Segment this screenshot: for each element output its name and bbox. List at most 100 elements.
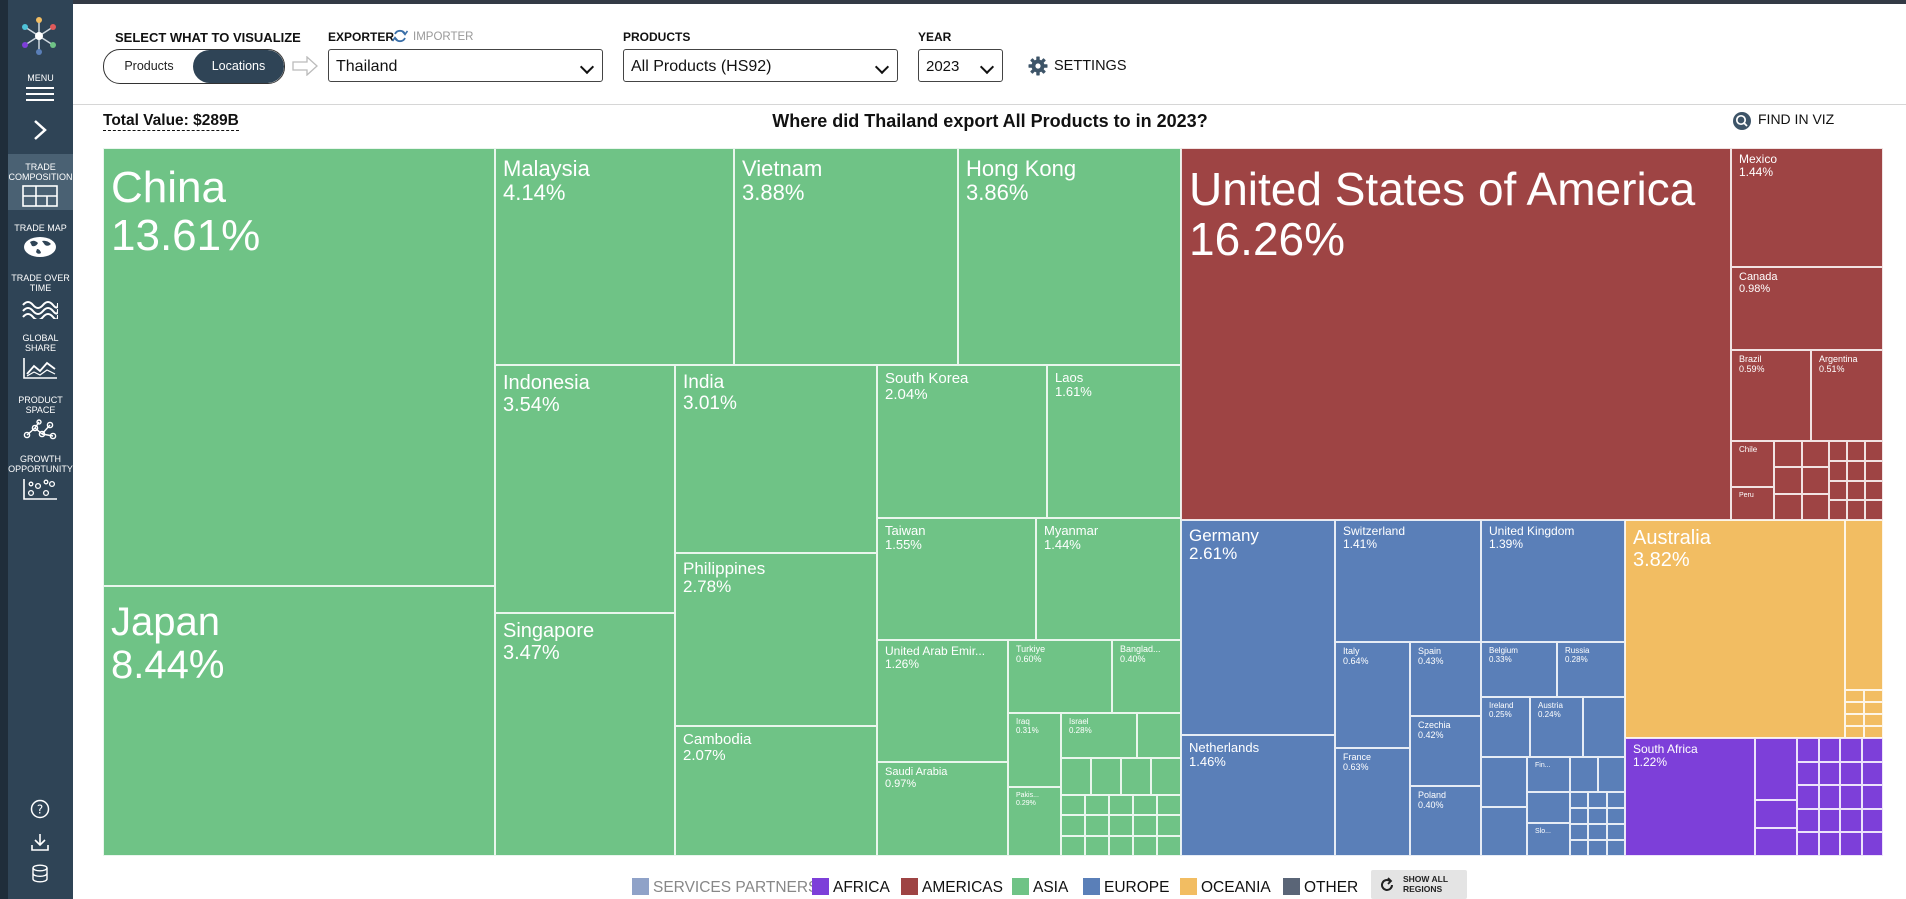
treemap-tile-small[interactable] [1797, 832, 1819, 856]
treemap-tile[interactable]: Singapore 3.47% [495, 613, 675, 856]
treemap-tile-small[interactable] [1861, 808, 1883, 833]
treemap-tile[interactable]: Malaysia 4.14% [495, 148, 734, 365]
treemap-tile-small[interactable] [1865, 460, 1883, 481]
treemap-tile-small[interactable] [1829, 500, 1847, 520]
treemap-tile-small[interactable] [1133, 815, 1157, 836]
treemap-tile-small[interactable] [1606, 808, 1625, 824]
treemap-tile[interactable]: Peru [1731, 487, 1774, 520]
treemap-tile-small[interactable] [1864, 702, 1883, 714]
treemap-tile-small[interactable] [1109, 815, 1133, 836]
treemap-tile[interactable]: United States of America 16.26% [1181, 148, 1731, 520]
legend-item-europe[interactable]: EUROPE [1083, 878, 1169, 898]
nav-growth-opportunity[interactable]: GROWTH OPPORTUNITY [8, 453, 73, 503]
search-icon[interactable] [1732, 111, 1752, 131]
treemap-tile[interactable]: France 0.63% [1335, 748, 1410, 856]
treemap-tile[interactable]: Philippines 2.78% [675, 553, 877, 726]
treemap-tile-small[interactable] [1109, 795, 1133, 816]
treemap-tile[interactable]: Cambodia 2.07% [675, 726, 877, 856]
treemap-tile-small[interactable] [1121, 758, 1151, 795]
treemap-tile-small[interactable] [1801, 493, 1829, 520]
treemap-tile-small[interactable] [1797, 738, 1819, 762]
app-logo-icon[interactable] [19, 16, 59, 56]
treemap-tile-small[interactable] [1755, 828, 1797, 856]
download-icon[interactable] [30, 832, 50, 852]
treemap-tile[interactable]: Saudi Arabia 0.97% [877, 762, 1008, 856]
treemap-tile-small[interactable] [1861, 785, 1883, 809]
treemap-tile-small[interactable] [1774, 441, 1802, 468]
treemap-tile-small[interactable] [1864, 714, 1883, 726]
help-icon[interactable]: ? [30, 799, 50, 819]
find-in-viz-button[interactable]: FIND IN VIZ [1758, 111, 1834, 127]
treemap-tile[interactable]: Czechia 0.42% [1410, 716, 1481, 786]
treemap-tile-small[interactable] [1797, 808, 1819, 833]
treemap-tile[interactable]: Slo... [1527, 823, 1570, 856]
treemap-tile-small[interactable] [1527, 792, 1570, 823]
gear-icon[interactable] [1028, 56, 1048, 76]
legend-item-services[interactable]: SERVICES PARTNERS [632, 878, 818, 898]
treemap-tile[interactable]: South Africa 1.22% [1625, 738, 1755, 856]
nav-trade-map[interactable]: TRADE MAP [8, 218, 73, 268]
nav-product-space[interactable]: PRODUCT SPACE [8, 393, 73, 443]
treemap-tile-small[interactable] [1840, 808, 1862, 833]
treemap-tile[interactable]: United Kingdom 1.39% [1481, 520, 1625, 642]
treemap-tile-small[interactable] [1606, 824, 1625, 840]
treemap-tile[interactable]: Switzerland 1.41% [1335, 520, 1481, 642]
treemap-tile-small[interactable] [1829, 441, 1847, 461]
treemap-tile[interactable]: South Korea 2.04% [877, 365, 1047, 518]
treemap-tile-small[interactable] [1570, 824, 1589, 840]
legend-item-other[interactable]: OTHER [1283, 878, 1358, 898]
legend-item-oceania[interactable]: OCEANIA [1180, 878, 1271, 898]
treemap-tile[interactable]: United Arab Emir... 1.26% [877, 640, 1008, 762]
treemap-tile-small[interactable] [1865, 441, 1883, 461]
settings-button[interactable]: SETTINGS [1054, 58, 1127, 74]
treemap-tile[interactable]: China 13.61% [103, 148, 495, 586]
treemap-tile-small[interactable] [1755, 738, 1797, 800]
treemap-tile-small[interactable] [1085, 815, 1109, 836]
treemap-tile-small[interactable] [1588, 824, 1607, 840]
treemap-tile-small[interactable] [1818, 761, 1840, 786]
treemap-tile[interactable]: Myanmar 1.44% [1036, 518, 1181, 640]
treemap-tile-small[interactable] [1133, 835, 1157, 856]
treemap-tile-small[interactable] [1845, 726, 1864, 738]
treemap-tile-small[interactable] [1570, 840, 1589, 856]
treemap-tile-small[interactable] [1151, 758, 1181, 795]
treemap-tile-small[interactable] [1061, 835, 1085, 856]
treemap-tile[interactable]: Mexico 1.44% [1731, 148, 1883, 267]
treemap-tile[interactable]: Poland 0.40% [1410, 786, 1481, 856]
treemap-tile-small[interactable] [1847, 480, 1865, 501]
treemap-tile-small[interactable] [1845, 714, 1864, 726]
swap-icon[interactable] [392, 28, 408, 44]
treemap-tile-small[interactable] [1606, 840, 1625, 856]
treemap-tile[interactable]: Russia 0.28% [1557, 642, 1625, 697]
hamburger-menu-icon[interactable] [26, 86, 54, 102]
treemap-tile[interactable]: Chile [1731, 441, 1774, 487]
treemap-tile-small[interactable] [1840, 738, 1862, 762]
treemap-tile-small[interactable] [1061, 795, 1085, 816]
treemap-tile[interactable]: Italy 0.64% [1335, 642, 1410, 748]
treemap-tile-small[interactable] [1861, 761, 1883, 786]
treemap-tile[interactable]: Fin... [1527, 757, 1570, 792]
treemap-tile[interactable]: Turkiye 0.60% [1008, 640, 1112, 713]
treemap-tile-small[interactable] [1588, 808, 1607, 824]
treemap-tile-small[interactable] [1797, 785, 1819, 809]
treemap-tile[interactable]: India 3.01% [675, 365, 877, 553]
expand-chevron-icon[interactable] [32, 119, 48, 141]
treemap-tile[interactable]: Banglad... 0.40% [1112, 640, 1181, 713]
treemap-tile[interactable]: Pakis... 0.29% [1008, 787, 1061, 856]
toggle-locations[interactable]: Locations [193, 50, 284, 83]
treemap-tile-small[interactable] [1818, 808, 1840, 833]
database-icon[interactable] [31, 864, 49, 884]
treemap-tile-small[interactable] [1755, 800, 1797, 828]
treemap-tile-small[interactable] [1864, 726, 1883, 738]
treemap-tile-small[interactable] [1570, 792, 1589, 808]
treemap-tile-small[interactable] [1061, 815, 1085, 836]
treemap-tile-small[interactable] [1845, 520, 1883, 690]
treemap-tile-small[interactable] [1829, 460, 1847, 481]
treemap-tile[interactable]: Israel 0.28% [1061, 713, 1137, 758]
treemap-tile-small[interactable] [1583, 697, 1625, 757]
treemap-tile[interactable]: Argentina 0.51% [1811, 350, 1883, 441]
treemap-tile-small[interactable] [1847, 500, 1865, 520]
treemap-tile-small[interactable] [1157, 795, 1181, 816]
nav-trade-composition[interactable]: TRADE COMPOSITION [8, 154, 73, 210]
treemap-tile[interactable]: Austria 0.24% [1530, 697, 1583, 757]
